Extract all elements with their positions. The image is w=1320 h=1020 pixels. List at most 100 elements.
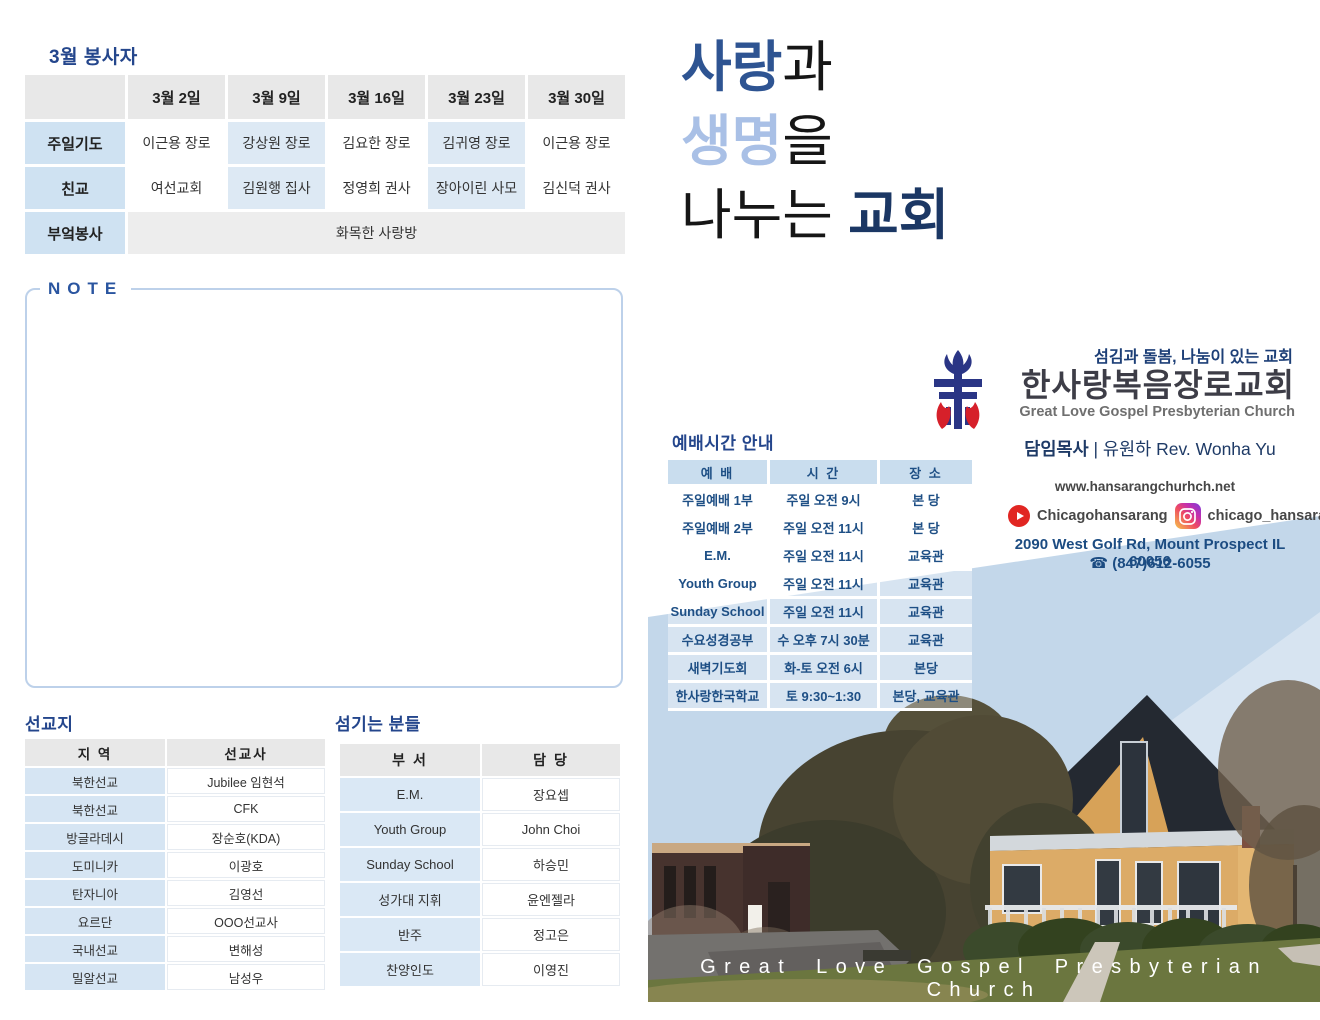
department: E.M.	[340, 778, 480, 811]
mission-region: 도미니카	[25, 852, 165, 878]
headline-word-church: 교회	[848, 184, 950, 246]
column-header: 시 간	[770, 460, 880, 487]
worship-schedule-title: 예배시간 안내	[672, 434, 775, 453]
column-header: 담 당	[482, 744, 620, 776]
website-url: www.hansarangchurhch.net	[1054, 479, 1236, 494]
worship-schedule-table: 예 배 시 간 장 소 주일예배 1부 주일 오전 9시 본 당 주일예배 2부…	[668, 460, 972, 711]
mission-region: 북한선교	[25, 768, 165, 794]
instagram-icon	[1174, 503, 1201, 529]
missionary-name: 이광호	[167, 852, 325, 878]
table-span-cell: 화목한 사랑방	[128, 212, 625, 254]
service-time: 주일 오전 11시	[770, 515, 880, 543]
presbyterian-cross-logo	[934, 350, 982, 429]
column-header: 3월 2일	[128, 75, 225, 119]
department: Sunday School	[340, 848, 480, 881]
service-name: E.M.	[668, 543, 770, 571]
headline-word-sharing: 나누는	[681, 184, 849, 246]
church-photo	[648, 680, 1320, 1002]
department: 반주	[340, 918, 480, 951]
service-place: 본 당	[880, 515, 972, 543]
column-header: 3월 9일	[228, 75, 325, 119]
headline-line-1: 사랑과	[681, 30, 949, 104]
service-name: 주일예배 1부	[668, 487, 770, 515]
table-cell: 강상원 장로	[228, 122, 325, 164]
column-header: 장 소	[880, 460, 972, 487]
column-header: 지 역	[25, 739, 165, 766]
service-place: 교육관	[880, 627, 972, 655]
table-cell: 김귀영 장로	[428, 122, 525, 164]
table-cell: 정영희 권사	[328, 167, 425, 209]
youtube-icon	[1008, 505, 1030, 527]
pastor-line: 담임목사 | 유원하 Rev. Wonha Yu	[1000, 436, 1300, 461]
missionary-name: 장순호(KDA)	[167, 824, 325, 850]
service-time: 수 오후 7시 30분	[770, 627, 880, 655]
table-cell: 김원행 집사	[228, 167, 325, 209]
mission-region: 국내선교	[25, 936, 165, 962]
service-time: 주일 오전 11시	[770, 543, 880, 571]
street-address: 2090 West Golf Rd, Mount Prospect IL 600…	[1014, 536, 1286, 570]
person-in-charge: John Choi	[482, 813, 620, 846]
column-header: 3월 30일	[528, 75, 625, 119]
column-header: 3월 23일	[428, 75, 525, 119]
servants-table: 부 서 담 당 E.M. 장요셉 Youth Group John Choi S…	[340, 744, 620, 986]
headline-particle: 과	[782, 36, 833, 98]
service-time: 토 9:30~1:30	[770, 683, 880, 711]
mission-region: 북한선교	[25, 796, 165, 822]
missionary-name: 변해성	[167, 936, 325, 962]
mission-region: 밀알선교	[25, 964, 165, 990]
pastor-separator: |	[1088, 439, 1103, 459]
pastor-name: 유원하 Rev. Wonha Yu	[1102, 439, 1276, 459]
servants-title: 섬기는 분들	[335, 715, 421, 734]
row-label: 주일기도	[25, 122, 125, 164]
missions-title: 선교지	[25, 715, 74, 734]
service-time: 주일 오전 11시	[770, 571, 880, 599]
church-name-korean: 한사랑복음장로교회	[1021, 367, 1295, 403]
mission-region: 요르단	[25, 908, 165, 934]
headline-word-life: 생명	[681, 110, 783, 172]
missionary-name: Jubilee 임현석	[167, 768, 325, 794]
volunteers-title: 3월 봉사자	[49, 47, 138, 68]
mission-region: 방글라데시	[25, 824, 165, 850]
headline-line-2: 생명을	[681, 104, 949, 178]
missionary-name: OOO선교사	[167, 908, 325, 934]
service-place: 본 당	[880, 487, 972, 515]
headline-line-3: 나누는 교회	[681, 178, 949, 252]
pastor-label: 담임목사	[1024, 439, 1089, 459]
table-cell: 이근용 장로	[528, 122, 625, 164]
person-in-charge: 정고은	[482, 918, 620, 951]
table-cell: 이근용 장로	[128, 122, 225, 164]
volunteers-table: 3월 2일 3월 9일 3월 16일 3월 23일 3월 30일 주일기도 이근…	[25, 75, 625, 254]
missionary-name: CFK	[167, 796, 325, 822]
headline: 사랑과 생명을 나누는 교회	[681, 30, 949, 252]
service-place: 교육관	[880, 571, 972, 599]
department: Youth Group	[340, 813, 480, 846]
church-name-english: Great Love Gospel Presbyterian Church	[1019, 404, 1295, 420]
table-cell: 장아이린 사모	[428, 167, 525, 209]
note-box	[25, 288, 623, 688]
youtube-handle: Chicagohansarang	[1037, 508, 1168, 524]
service-name: Youth Group	[668, 571, 770, 599]
church-tagline: 섬김과 돌봄, 나눔이 있는 교회	[1094, 349, 1293, 366]
table-cell: 김요한 장로	[328, 122, 425, 164]
person-in-charge: 이영진	[482, 953, 620, 986]
service-place: 교육관	[880, 599, 972, 627]
service-place: 본당	[880, 655, 972, 683]
column-header: 부 서	[340, 744, 480, 776]
person-in-charge: 윤엔젤라	[482, 883, 620, 916]
column-header: 선교사	[167, 739, 325, 766]
mission-region: 탄자니아	[25, 880, 165, 906]
row-label: 친교	[25, 167, 125, 209]
column-header: 예 배	[668, 460, 770, 487]
phone-number: ☎ (847)612-6055	[1089, 555, 1211, 572]
instagram-handle: chicago_hansarang	[1207, 508, 1320, 524]
person-in-charge: 하승민	[482, 848, 620, 881]
service-place: 교육관	[880, 543, 972, 571]
table-corner-cell	[25, 75, 125, 119]
service-place: 본당, 교육관	[880, 683, 972, 711]
headline-word-love: 사랑	[681, 36, 783, 98]
service-name: 새벽기도회	[668, 655, 770, 683]
service-time: 주일 오전 9시	[770, 487, 880, 515]
service-time: 주일 오전 11시	[770, 599, 880, 627]
table-cell: 여선교회	[128, 167, 225, 209]
